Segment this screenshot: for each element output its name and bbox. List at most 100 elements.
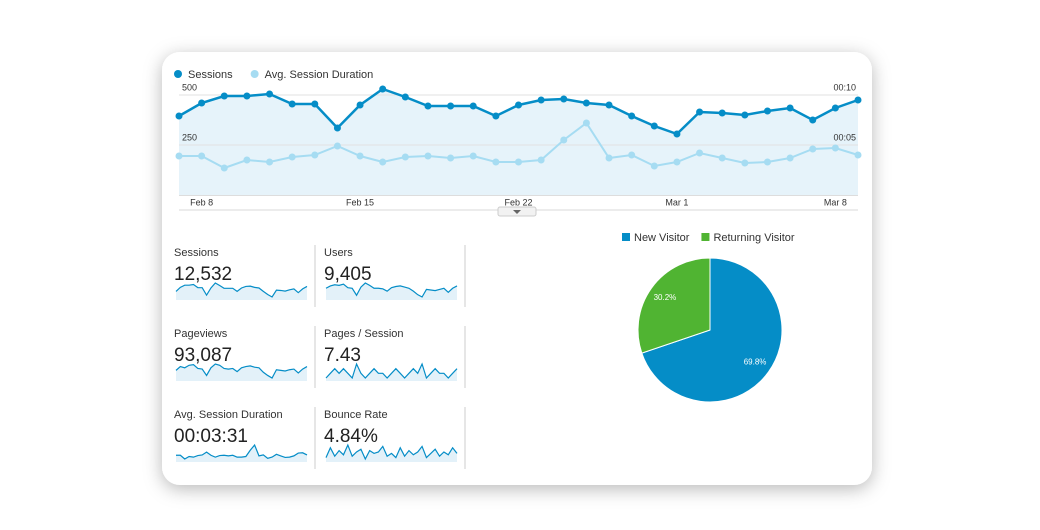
legend-label: Returning Visitor — [713, 232, 794, 244]
sparkline — [175, 363, 308, 379]
data-point — [628, 112, 636, 120]
scorecard-value: 00:03:31 — [174, 426, 248, 447]
sparkline-area — [176, 445, 307, 462]
data-point — [786, 104, 794, 112]
y2-tick-label: 00:10 — [833, 82, 856, 92]
data-point — [537, 96, 545, 104]
data-point — [854, 151, 862, 159]
data-point — [198, 152, 206, 160]
y-tick-label: 250 — [182, 132, 197, 142]
area — [179, 89, 858, 195]
data-point — [809, 145, 817, 153]
scorecard-label: Bounce Rate — [324, 409, 388, 421]
data-point — [311, 100, 319, 108]
pie-slice — [641, 257, 783, 403]
data-point — [266, 90, 274, 98]
scorecard-value: 9,405 — [324, 264, 372, 285]
data-point — [492, 158, 500, 166]
data-point — [582, 119, 590, 127]
data-point — [560, 136, 568, 144]
scorecard-label: Avg. Session Duration — [174, 409, 283, 421]
data-point — [288, 153, 296, 161]
data-point — [356, 101, 364, 109]
sparkline-area — [176, 364, 307, 381]
data-point — [379, 158, 387, 166]
data-point — [763, 107, 771, 115]
data-point — [718, 109, 726, 117]
scorecard-value: 7.43 — [324, 345, 361, 366]
sparkline-area — [326, 283, 457, 300]
data-point — [492, 112, 500, 120]
y-tick-label: 500 — [182, 82, 197, 92]
x-tick-label: Feb 8 — [190, 197, 213, 207]
sparkline-area — [176, 283, 307, 300]
data-point — [175, 112, 183, 120]
data-point — [175, 152, 183, 160]
legend-marker — [701, 233, 710, 241]
sparkline — [325, 282, 458, 298]
data-point — [311, 151, 319, 159]
data-point — [243, 156, 251, 164]
data-point — [515, 158, 522, 166]
data-point — [469, 102, 477, 110]
scorecard-value: 12,532 — [174, 264, 232, 285]
legend-marker — [622, 233, 630, 241]
data-point — [243, 92, 251, 100]
scorecard-label: Pages / Session — [324, 328, 404, 340]
scorecard-label: Sessions — [174, 247, 219, 259]
data-point — [515, 101, 522, 109]
sparkline — [325, 443, 458, 461]
data-point — [356, 152, 364, 160]
data-point — [537, 156, 545, 164]
data-point — [763, 158, 771, 166]
data-point — [288, 100, 296, 108]
slice-label: 69.8% — [744, 357, 767, 366]
data-point — [741, 159, 749, 167]
data-point — [198, 99, 206, 107]
scorecard-label: Users — [324, 247, 353, 259]
x-tick-label: Mar 1 — [665, 197, 688, 207]
data-point — [831, 144, 839, 152]
data-point — [582, 99, 590, 107]
scorecard-value: 93,087 — [174, 345, 232, 366]
sparkline-area — [326, 364, 457, 381]
pie-slice — [637, 257, 711, 354]
data-point — [831, 104, 839, 112]
legend-label: Avg. Session Duration — [265, 69, 374, 81]
data-point — [401, 93, 409, 101]
scorecard-label: Pageviews — [174, 328, 228, 340]
sparkline — [176, 443, 308, 460]
legend-label: Sessions — [188, 69, 233, 81]
legend-marker — [174, 70, 182, 78]
data-point — [447, 102, 455, 110]
data-point — [696, 108, 704, 116]
x-tick-label: Feb 15 — [346, 197, 374, 207]
x-tick-label: Feb 22 — [504, 197, 532, 207]
data-point — [650, 122, 658, 130]
data-point — [333, 142, 341, 150]
data-point — [469, 152, 477, 160]
data-point — [266, 158, 274, 166]
data-point — [628, 151, 636, 159]
data-point — [673, 130, 681, 138]
data-point — [673, 158, 681, 166]
sparkline — [175, 282, 308, 298]
y2-tick-label: 00:05 — [833, 132, 856, 142]
data-point — [220, 164, 228, 172]
x-tick-label: Mar 8 — [824, 197, 847, 207]
slice-label: 30.2% — [654, 293, 677, 302]
data-point — [424, 152, 432, 160]
data-point — [605, 101, 613, 109]
data-point — [718, 154, 726, 162]
data-point — [560, 95, 568, 103]
scorecard-value: 4.84% — [324, 426, 378, 447]
data-point — [379, 85, 387, 93]
collapse-arrow — [513, 210, 521, 214]
data-point — [650, 162, 658, 170]
data-point — [220, 92, 228, 100]
data-point — [333, 124, 341, 132]
data-point — [447, 154, 455, 162]
data-point — [809, 116, 817, 124]
